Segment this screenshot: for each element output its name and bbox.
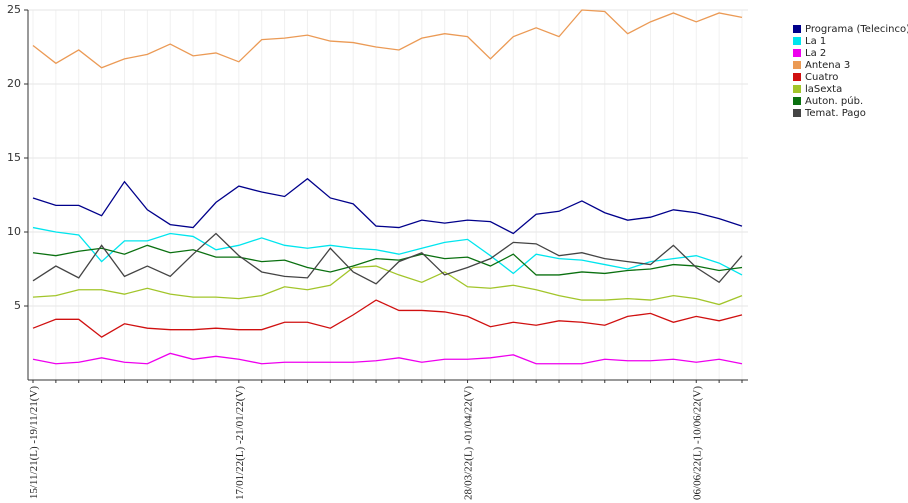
series-line bbox=[32, 352, 743, 365]
legend-label: Cuatro bbox=[805, 72, 838, 83]
series-line bbox=[32, 226, 743, 276]
legend-swatch bbox=[793, 25, 801, 33]
legend-label: Antena 3 bbox=[805, 60, 850, 71]
legend-label: laSexta bbox=[805, 84, 842, 95]
legend-swatch bbox=[793, 37, 801, 45]
series-line bbox=[32, 232, 743, 285]
legend-swatch bbox=[793, 97, 801, 105]
series-line bbox=[32, 299, 743, 338]
x-tick-label: 28/03/22(L) -01/04/22(V) bbox=[463, 386, 475, 500]
legend-swatch bbox=[793, 73, 801, 81]
y-tick-label: 15 bbox=[7, 151, 21, 164]
x-tick-label: 15/11/21(L) -19/11/21(V) bbox=[28, 386, 40, 499]
series-line bbox=[32, 177, 743, 235]
y-tick-label: 10 bbox=[7, 225, 21, 238]
legend-swatch bbox=[793, 85, 801, 93]
legend-label: La 2 bbox=[805, 48, 826, 59]
legend-swatch bbox=[793, 49, 801, 57]
series-line bbox=[32, 244, 743, 276]
x-tick-label: 17/01/22(L) -21/01/22(V) bbox=[234, 386, 246, 500]
y-tick-label: 25 bbox=[7, 3, 21, 16]
y-tick-label: 20 bbox=[7, 77, 21, 90]
legend-label: Programa (Telecinco) bbox=[805, 24, 908, 35]
legend-label: Auton. púb. bbox=[805, 95, 863, 107]
y-tick-label: 5 bbox=[14, 299, 21, 312]
x-tick-label: 06/06/22(L) -10/06/22(V) bbox=[691, 386, 703, 500]
legend-label: Temat. Pago bbox=[804, 108, 866, 119]
series-line bbox=[32, 9, 743, 69]
legend-swatch bbox=[793, 61, 801, 69]
series-line bbox=[32, 265, 743, 306]
legend-label: La 1 bbox=[805, 36, 826, 47]
legend-swatch bbox=[793, 109, 801, 117]
